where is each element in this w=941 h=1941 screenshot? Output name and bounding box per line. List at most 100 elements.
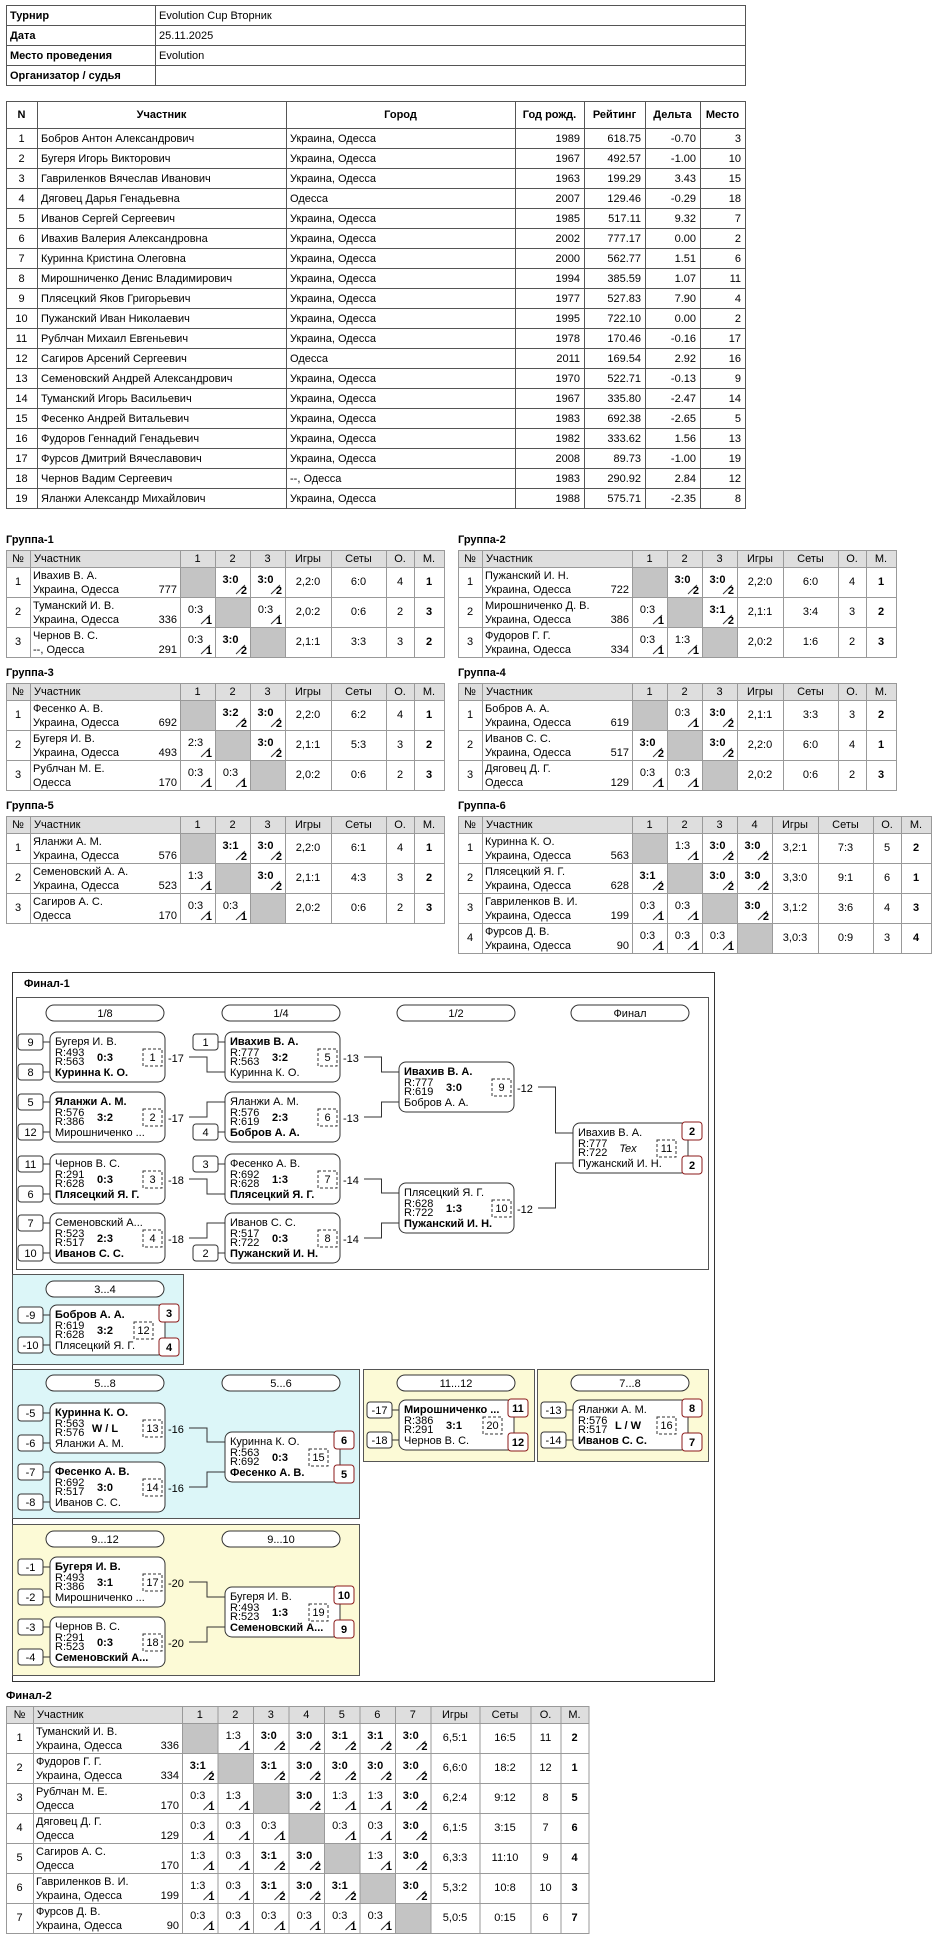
- result-points: 1: [208, 1891, 214, 1903]
- result-score: 1:3: [190, 1850, 205, 1862]
- result-cell: [702, 923, 738, 954]
- match-rating: R:576: [55, 1427, 84, 1439]
- result-cell: [288, 1903, 325, 1934]
- table-points: 6: [542, 1912, 548, 1924]
- seed: -13: [546, 1405, 562, 1417]
- table-header: Дельта: [653, 109, 692, 121]
- bracket-connector: [189, 1222, 225, 1239]
- result-score: 0:3: [188, 604, 203, 616]
- result-points: 2: [693, 585, 699, 597]
- table-header: №: [12, 553, 24, 565]
- result-score: 0:3: [226, 1820, 241, 1832]
- seed: 4: [202, 1127, 208, 1139]
- result-score: 3:0: [261, 1730, 277, 1742]
- seed-box: [192, 1155, 219, 1173]
- result-points: 1: [206, 748, 212, 760]
- table-points: 3: [884, 932, 890, 944]
- table-text: 2.92: [675, 353, 696, 365]
- player-rating: 619: [611, 717, 629, 729]
- round-title: 9...12: [91, 1534, 119, 1546]
- table-header: Сеты: [492, 1709, 519, 1721]
- info-value: 25.11.2025: [159, 30, 213, 42]
- result-points: 1: [658, 615, 664, 627]
- result-slash: [652, 880, 663, 891]
- match-player: Ивахив В. А.: [404, 1066, 472, 1078]
- result-points: 2: [315, 1741, 321, 1753]
- match-box: [224, 1091, 341, 1143]
- info-label: Место проведения: [10, 50, 112, 62]
- table-header: М.: [910, 819, 922, 831]
- match-player: Плясецкий Я. Г.: [55, 1340, 135, 1352]
- match-rating: R:291: [55, 1632, 84, 1644]
- player-name: Куринна К. О.: [485, 836, 555, 848]
- table-text: 777.17: [607, 233, 641, 245]
- match-score: 3:2: [97, 1112, 113, 1124]
- table-text: 17: [729, 333, 741, 345]
- seed: 8: [27, 1067, 33, 1079]
- result-points: 2: [241, 585, 247, 597]
- table-header: 2: [681, 686, 687, 698]
- result-slash: [757, 910, 768, 921]
- table-points: 11: [540, 1732, 551, 1744]
- result-cell: [395, 1813, 432, 1844]
- player-name: Ивахив В. А.: [33, 570, 97, 582]
- result-points: 1: [241, 778, 247, 790]
- table-cell: [386, 730, 415, 761]
- match-rating: R:576: [578, 1415, 607, 1427]
- match-rating: R:576: [230, 1107, 259, 1119]
- result-score: 0:3: [261, 1910, 276, 1922]
- seed-box: [17, 1618, 44, 1636]
- player-city: Украина, Одесса: [33, 614, 120, 626]
- row-number: 2: [16, 1762, 22, 1774]
- table-cell: [414, 833, 445, 864]
- table-text: Украина, Одесса: [290, 413, 377, 425]
- round-pill: [396, 1374, 516, 1392]
- result-slash: [274, 1920, 284, 1931]
- table-text: 12: [729, 473, 741, 485]
- match-score: 0:3: [97, 1637, 113, 1649]
- result-cell: [288, 1753, 325, 1784]
- match-score: 0:3: [97, 1052, 113, 1064]
- match-rating: R:722: [578, 1147, 607, 1159]
- table-text: Украина, Одесса: [290, 433, 377, 445]
- table-cell: [737, 597, 784, 628]
- result-slash: [309, 1890, 320, 1901]
- bracket-connector: [538, 1162, 573, 1209]
- final-place: 4: [166, 1342, 173, 1354]
- table-header: №: [464, 819, 476, 831]
- result-score: 3:0: [296, 1760, 312, 1772]
- player-city: Украина, Одесса: [485, 584, 572, 596]
- result-score: 0:3: [332, 1910, 347, 1922]
- table-text: Украина, Одесса: [290, 153, 377, 165]
- result-cell: [215, 627, 251, 658]
- table-sets: 10:8: [494, 1882, 515, 1894]
- result-slash: [274, 1860, 284, 1871]
- table-header: Игры: [295, 686, 321, 698]
- result-points: 2: [763, 911, 769, 923]
- match-score: 3:2: [272, 1052, 288, 1064]
- table-cell: [430, 1843, 481, 1874]
- loser-target: -20: [168, 1578, 184, 1590]
- bracket-connector: [189, 1056, 225, 1073]
- player-city: Одесса: [33, 910, 72, 922]
- match-number: 6: [324, 1112, 330, 1124]
- empty-cell: [180, 567, 216, 598]
- table-header: М.: [423, 686, 435, 698]
- match-box: [224, 1212, 341, 1264]
- table-text: 1995: [556, 313, 580, 325]
- match-number-box: [317, 1048, 338, 1067]
- table-cell: [560, 1723, 590, 1754]
- result-score: 3:1: [332, 1730, 348, 1742]
- seed-box: [17, 1244, 44, 1262]
- player-name: Чернов В. С.: [33, 630, 98, 642]
- table-text: 7: [735, 213, 741, 225]
- table-header: Сеты: [345, 553, 372, 565]
- table-text: 169.54: [607, 353, 641, 365]
- table-text: Фурсов Дмитрий Вячеславович: [41, 453, 202, 465]
- info-cell: [155, 45, 746, 66]
- final-place: 12: [512, 1437, 524, 1449]
- player-rating: 576: [159, 850, 177, 862]
- match-rating: R:777: [578, 1138, 607, 1150]
- table-header: Город: [384, 109, 417, 121]
- table-cell: [818, 923, 874, 954]
